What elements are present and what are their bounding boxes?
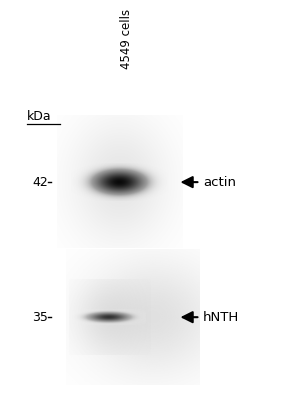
- Text: kDa: kDa: [27, 110, 52, 122]
- Text: 42: 42: [32, 176, 48, 189]
- Text: hNTH: hNTH: [203, 311, 239, 324]
- Text: actin: actin: [203, 176, 236, 189]
- Text: 4549 cells: 4549 cells: [120, 9, 133, 70]
- Text: 35: 35: [32, 311, 48, 324]
